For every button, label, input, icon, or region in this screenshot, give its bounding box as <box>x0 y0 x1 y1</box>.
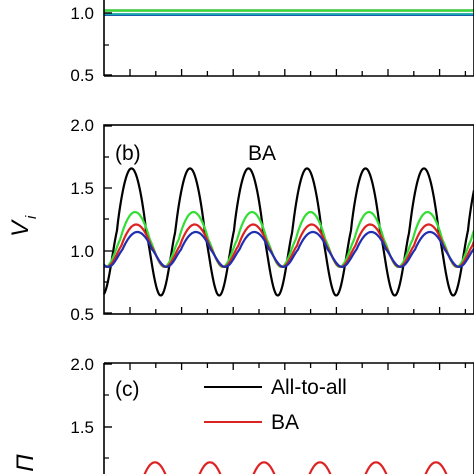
panel-b-label: (b) <box>115 142 141 165</box>
legend-label-all-to-all: All-to-all <box>271 376 347 399</box>
panel-b-ytick-label-4: 0.5 <box>70 305 94 324</box>
panel-b-ytick-label-2: 1.5 <box>70 179 94 198</box>
panel-b-network-label: BA <box>248 142 276 165</box>
panel-c-ylabel-main: Π <box>12 454 39 472</box>
panel-b-ylabel-sub: i <box>23 215 40 219</box>
panel-b-ylabel-main: V <box>7 219 34 237</box>
panel-c-ylabel: Π <box>12 454 39 472</box>
panel-c: 2.0 1.5 (c) All-to-all BA Π <box>12 355 474 474</box>
panel-c-hump-2 <box>198 461 222 474</box>
panel-c-hump-3 <box>252 461 276 474</box>
panel-c-hump-4 <box>308 461 332 474</box>
panel-c-hump-5 <box>364 461 388 474</box>
panel-c-ytick-label-1: 2.0 <box>70 355 94 374</box>
panel-b-series-line-1 <box>103 167 474 297</box>
panel-b-series-line-4 <box>103 230 474 269</box>
panel-b-ytick-label-3: 1.0 <box>70 242 94 261</box>
panel-a-series <box>104 9 474 16</box>
panel-c-x-ticks <box>129 363 467 370</box>
panel-b-ytick-label-1: 2.0 <box>70 116 94 135</box>
panel-c-label: (c) <box>115 378 140 401</box>
panel-b-y-ticks <box>104 125 112 314</box>
panel-b-frame <box>103 124 474 315</box>
panel-b: 2.0 1.5 1.0 0.5 (b) BA V i <box>7 116 474 324</box>
panel-a-ytick-label-2: 0.5 <box>70 66 94 85</box>
panel-b-ylabel: V i <box>7 215 40 237</box>
panel-a-x-ticks <box>129 69 467 76</box>
panel-b-x-ticks <box>129 307 467 314</box>
panel-a: 1.0 0.5 <box>70 0 474 85</box>
panel-c-ytick-label-2: 1.5 <box>70 418 94 437</box>
panel-c-hump-1 <box>143 461 167 474</box>
panel-b-series <box>103 167 474 297</box>
panel-a-ytick-label-1: 1.0 <box>70 4 94 23</box>
legend-label-ba: BA <box>271 411 299 434</box>
panel-c-hump-6 <box>424 461 448 474</box>
panel-c-series <box>143 461 448 474</box>
